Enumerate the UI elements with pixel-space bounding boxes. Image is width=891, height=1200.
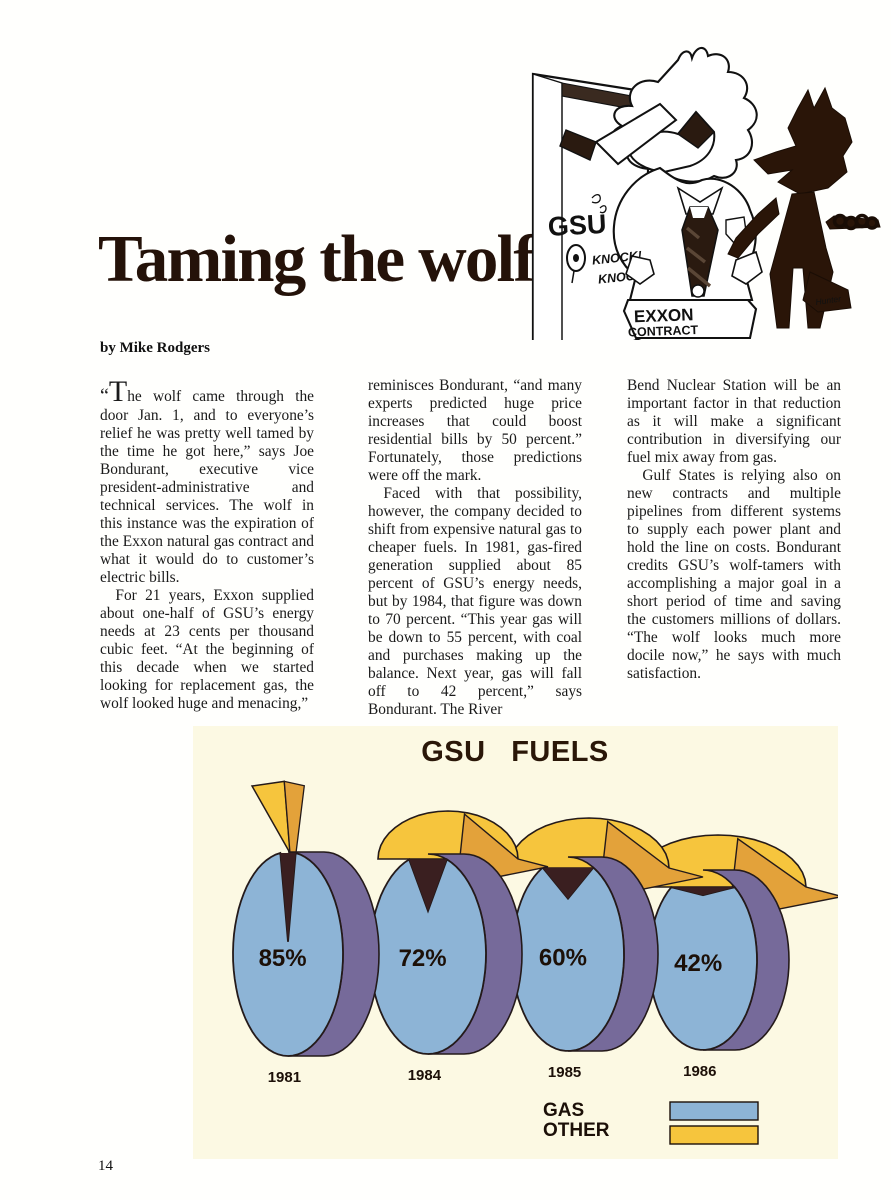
svg-text:1981: 1981 [268, 1069, 301, 1086]
svg-text:72%: 72% [399, 945, 447, 972]
svg-text:1986: 1986 [683, 1063, 716, 1080]
svg-text:GSU FUELS: GSU FUELS [421, 736, 609, 768]
svg-text:85%: 85% [259, 945, 307, 972]
svg-text:42%: 42% [674, 950, 722, 977]
svg-text:OTHER: OTHER [543, 1120, 610, 1141]
svg-text:GAS: GAS [543, 1100, 584, 1121]
svg-text:60%: 60% [539, 945, 587, 972]
svg-text:CONTRACT: CONTRACT [628, 323, 699, 339]
svg-text:GSU: GSU [547, 209, 607, 242]
svg-text:1984: 1984 [408, 1067, 442, 1084]
svg-text:1985: 1985 [548, 1064, 581, 1081]
